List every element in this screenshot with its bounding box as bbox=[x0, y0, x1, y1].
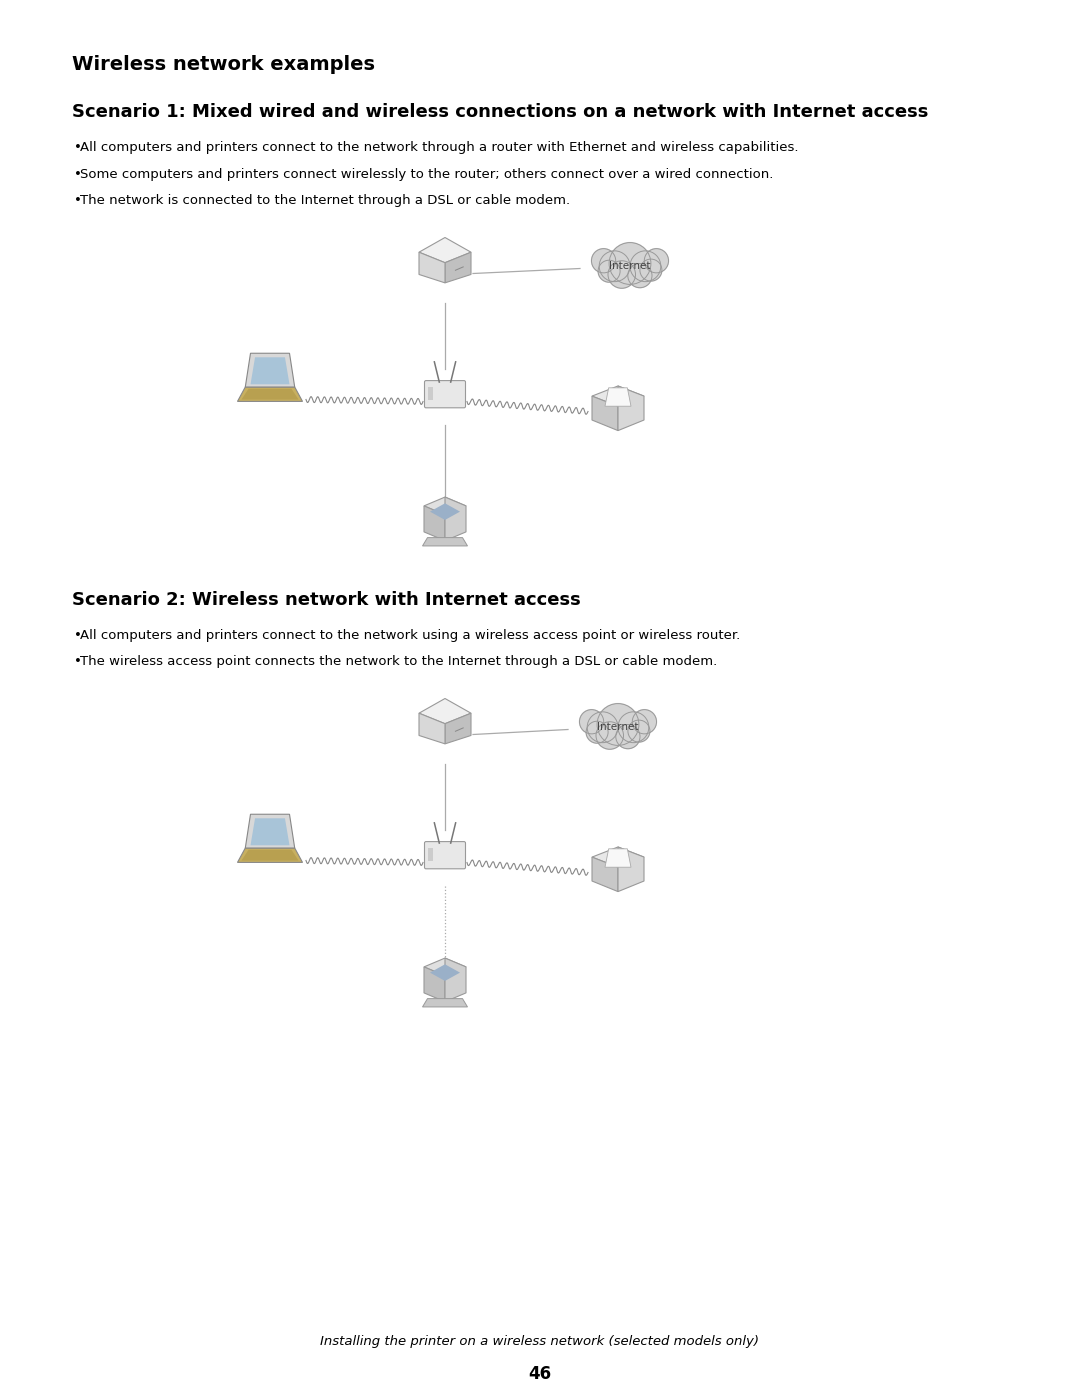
Circle shape bbox=[616, 725, 640, 749]
Polygon shape bbox=[238, 387, 302, 401]
Text: All computers and printers connect to the network through a router with Ethernet: All computers and printers connect to th… bbox=[80, 141, 798, 154]
Circle shape bbox=[580, 710, 604, 733]
Polygon shape bbox=[251, 358, 289, 384]
Text: The network is connected to the Internet through a DSL or cable modem.: The network is connected to the Internet… bbox=[80, 194, 570, 207]
Text: Scenario 2: Wireless network with Internet access: Scenario 2: Wireless network with Intern… bbox=[72, 591, 581, 609]
FancyBboxPatch shape bbox=[424, 841, 465, 869]
Circle shape bbox=[609, 243, 651, 285]
Polygon shape bbox=[445, 253, 471, 282]
Bar bbox=[429, 848, 433, 861]
Circle shape bbox=[588, 712, 618, 743]
Text: Scenario 1: Mixed wired and wireless connections on a network with Internet acce: Scenario 1: Mixed wired and wireless con… bbox=[72, 103, 929, 122]
Polygon shape bbox=[419, 698, 471, 724]
FancyBboxPatch shape bbox=[424, 380, 465, 408]
Bar bbox=[429, 387, 433, 400]
Text: The wireless access point connects the network to the Internet through a DSL or : The wireless access point connects the n… bbox=[80, 655, 717, 668]
Polygon shape bbox=[424, 967, 445, 1002]
Circle shape bbox=[597, 704, 639, 746]
Text: Installing the printer on a wireless network (selected models only): Installing the printer on a wireless net… bbox=[321, 1336, 759, 1348]
Polygon shape bbox=[424, 506, 445, 541]
Polygon shape bbox=[424, 958, 465, 975]
Text: 46: 46 bbox=[528, 1365, 552, 1383]
Polygon shape bbox=[424, 497, 465, 514]
Polygon shape bbox=[251, 819, 289, 845]
Polygon shape bbox=[592, 386, 644, 407]
Text: •: • bbox=[75, 655, 82, 668]
Polygon shape bbox=[445, 958, 465, 1002]
Circle shape bbox=[632, 710, 657, 733]
Polygon shape bbox=[445, 714, 471, 743]
Circle shape bbox=[596, 722, 623, 749]
Polygon shape bbox=[422, 999, 468, 1007]
Circle shape bbox=[618, 712, 649, 743]
Polygon shape bbox=[419, 714, 445, 743]
Polygon shape bbox=[618, 386, 644, 430]
Circle shape bbox=[608, 261, 635, 288]
Text: Internet: Internet bbox=[609, 261, 651, 271]
Polygon shape bbox=[245, 814, 295, 848]
Text: Some computers and printers connect wirelessly to the router; others connect ove: Some computers and printers connect wire… bbox=[80, 168, 773, 180]
Circle shape bbox=[639, 258, 662, 281]
Text: Wireless network examples: Wireless network examples bbox=[72, 54, 375, 74]
Polygon shape bbox=[245, 353, 295, 387]
Text: •: • bbox=[75, 194, 82, 207]
Polygon shape bbox=[430, 503, 460, 520]
Polygon shape bbox=[592, 847, 644, 868]
Polygon shape bbox=[430, 964, 460, 981]
Circle shape bbox=[598, 260, 620, 282]
Polygon shape bbox=[242, 849, 298, 861]
Circle shape bbox=[630, 251, 661, 282]
Polygon shape bbox=[419, 237, 471, 263]
Text: •: • bbox=[75, 168, 82, 180]
Text: Internet: Internet bbox=[597, 722, 638, 732]
Text: •: • bbox=[75, 141, 82, 154]
Circle shape bbox=[586, 721, 608, 743]
Polygon shape bbox=[238, 848, 302, 862]
Circle shape bbox=[599, 251, 630, 282]
Polygon shape bbox=[592, 858, 618, 891]
Text: •: • bbox=[75, 629, 82, 641]
Polygon shape bbox=[605, 849, 631, 868]
Polygon shape bbox=[618, 847, 644, 891]
Polygon shape bbox=[605, 388, 631, 407]
Polygon shape bbox=[445, 497, 465, 541]
Polygon shape bbox=[422, 538, 468, 546]
Circle shape bbox=[627, 719, 650, 742]
Circle shape bbox=[627, 264, 652, 288]
Circle shape bbox=[645, 249, 669, 272]
Text: All computers and printers connect to the network using a wireless access point : All computers and printers connect to th… bbox=[80, 629, 740, 641]
Polygon shape bbox=[419, 253, 445, 282]
Polygon shape bbox=[242, 388, 298, 400]
Polygon shape bbox=[592, 397, 618, 430]
Circle shape bbox=[592, 249, 616, 272]
